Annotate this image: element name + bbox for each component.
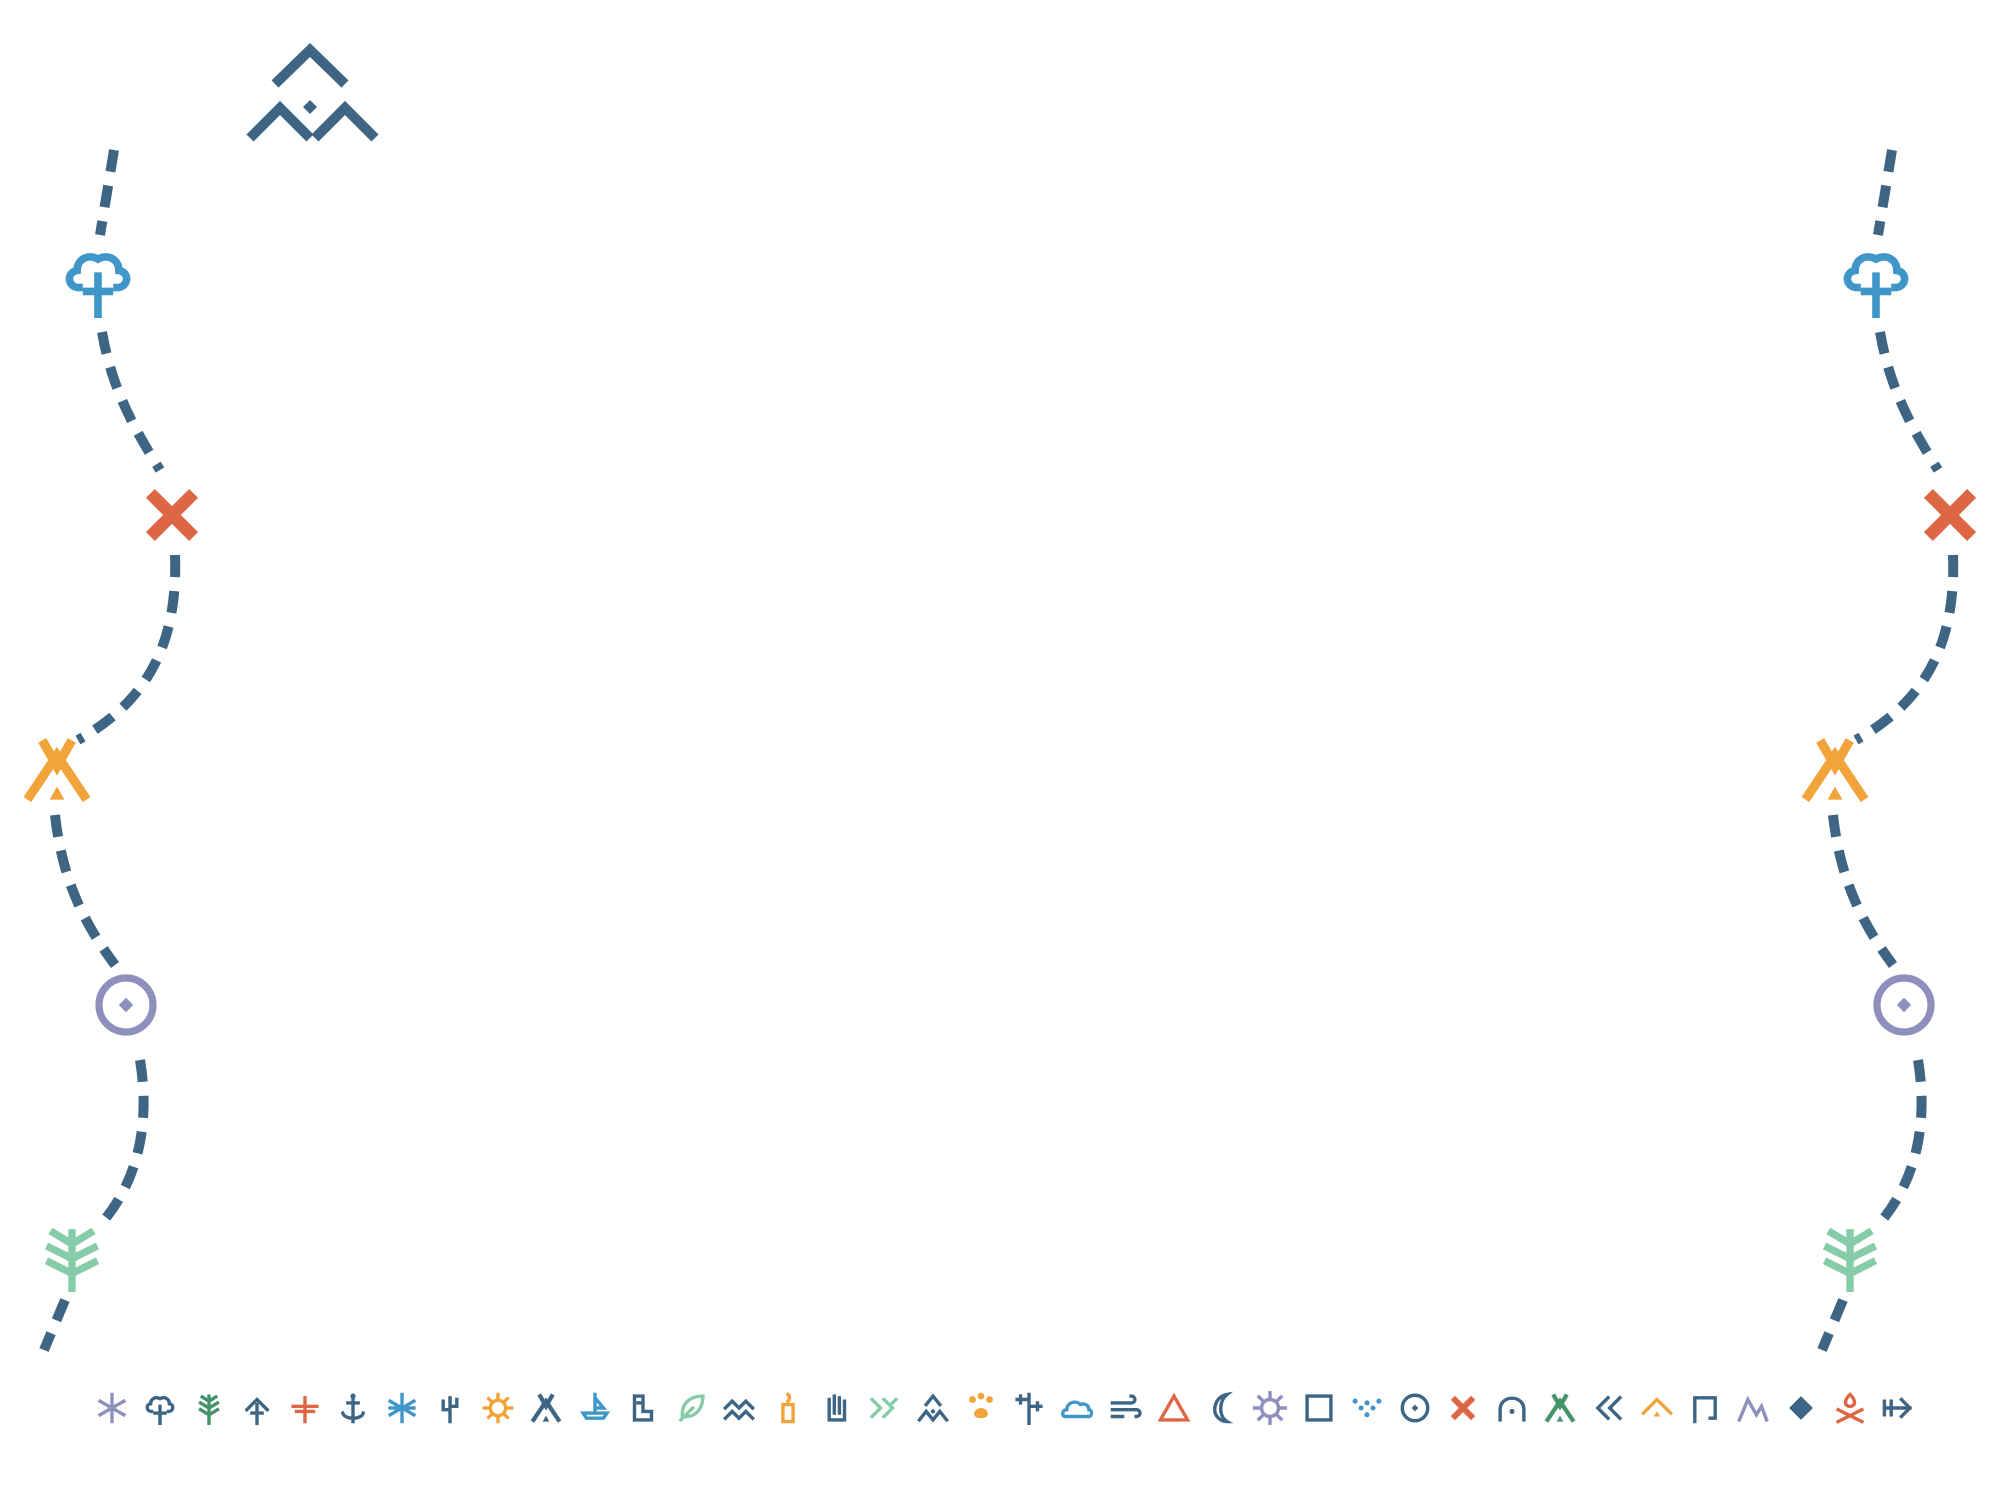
- boot-icon: [632, 1394, 654, 1422]
- snowflake-icon: [97, 1392, 127, 1424]
- anchor-icon: [341, 1393, 366, 1424]
- waves-icon: [723, 1398, 756, 1421]
- tent-icon: [531, 1393, 562, 1423]
- moon-icon: [1213, 1391, 1234, 1424]
- candle-icon: [780, 1391, 795, 1424]
- signpost-icon: [1015, 1392, 1043, 1425]
- dashed-trail-path: [39, 149, 181, 1352]
- dashed-trail-path: [1817, 149, 1959, 1352]
- cactus-icon: [441, 1396, 459, 1424]
- pine-branch-icon: [44, 1227, 100, 1293]
- roof-icon: [1640, 1397, 1673, 1417]
- dots-heart-icon: [1352, 1398, 1382, 1418]
- x-mark-icon: [145, 488, 199, 542]
- icon-strip: [95, 1383, 1915, 1433]
- tree-icon: [65, 253, 131, 319]
- leaf-icon: [678, 1394, 705, 1423]
- circle-target-icon: [1873, 974, 1935, 1036]
- boat-icon: [579, 1392, 610, 1420]
- diamond-icon: [1789, 1396, 1814, 1420]
- paw-icon: [968, 1392, 993, 1419]
- circle-target-icon: [95, 974, 157, 1036]
- circle-target-icon: [1400, 1393, 1430, 1423]
- campfire-icon: [1835, 1391, 1864, 1424]
- mountain-icon: [1737, 1395, 1769, 1423]
- arrow-tree-icon: [244, 1397, 270, 1425]
- x-mark-icon: [1923, 488, 1977, 542]
- cloud-icon: [1061, 1400, 1094, 1419]
- sun-wheel-icon: [482, 1392, 514, 1424]
- hand-icon: [827, 1394, 847, 1422]
- double-chevron-icon: [869, 1397, 899, 1419]
- arrow-right-icon: [1882, 1397, 1913, 1419]
- cross-sign-icon: [291, 1396, 319, 1424]
- gear-sun-icon: [1253, 1391, 1288, 1425]
- left-trail: [23, 149, 199, 1352]
- tree-icon: [1843, 253, 1909, 319]
- tent-icon: [1544, 1393, 1576, 1423]
- tent-icon: [23, 738, 91, 803]
- pine-icon: [197, 1394, 220, 1425]
- wind-icon: [1110, 1394, 1142, 1419]
- triangle-icon: [1157, 1392, 1191, 1422]
- arch-icon: [1498, 1396, 1526, 1422]
- star-burst-icon: [387, 1392, 416, 1424]
- tree-icon: [145, 1395, 175, 1425]
- gate-icon: [1692, 1396, 1717, 1424]
- right-trail: [1801, 149, 1977, 1352]
- x-mark-icon: [1451, 1395, 1476, 1421]
- pine-branch-icon: [1822, 1227, 1878, 1293]
- double-chevron-left-icon: [1595, 1395, 1623, 1421]
- tent-icon: [1801, 738, 1869, 803]
- square-icon: [1305, 1394, 1333, 1422]
- mountains-icon: [246, 43, 379, 142]
- peaks-icon: [916, 1393, 949, 1423]
